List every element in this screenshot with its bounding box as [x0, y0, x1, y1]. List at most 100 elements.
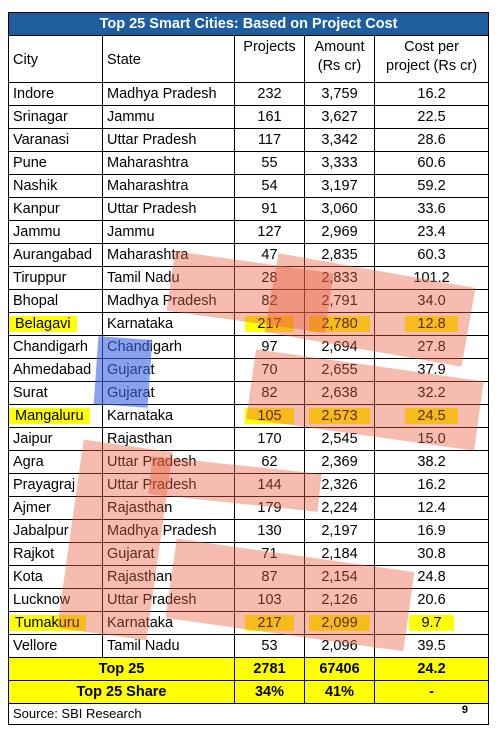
amount-cell: 3,197	[304, 174, 375, 198]
cost-cell: 33.6	[373, 197, 490, 221]
table-row: Agra Uttar Pradesh 62 2,369 38.2	[8, 450, 490, 474]
table-row: Jabalpur Madhya Pradesh 130 2,197 16.9	[8, 519, 490, 543]
table-body: Indore Madhya Pradesh 232 3,759 16.2 Srinagar…	[8, 82, 490, 658]
cost-cell: 27.8	[373, 335, 490, 359]
cost-cell: 38.2	[373, 450, 490, 474]
projects-cell: 82	[234, 289, 305, 313]
city-cell: Agra	[8, 450, 103, 474]
amount-cell: 2,655	[304, 358, 375, 382]
table-row: Ahmedabad Gujarat 70 2,655 37.9	[8, 358, 490, 382]
cost-cell: 34.0	[373, 289, 490, 313]
projects-cell: 91	[234, 197, 305, 221]
table-row: Tiruppur Tamil Nadu 28 2,833 101.2	[8, 266, 490, 290]
state-cell: Tamil Nadu	[102, 266, 235, 290]
amount-cell: 2,326	[304, 473, 375, 497]
state-cell: Karnataka	[102, 404, 235, 428]
amount-cell: 2,184	[304, 542, 375, 566]
city-cell: Tumakuru	[8, 611, 103, 635]
city-cell: Kota	[8, 565, 103, 589]
city-cell: Ahmedabad	[8, 358, 103, 382]
amount-cell: 3,060	[304, 197, 375, 221]
total-row-top25: Top 25 2781 67406 24.2	[8, 657, 490, 681]
total-row-share: Top 25 Share 34% 41% -	[8, 680, 490, 704]
city-cell: Lucknow	[8, 588, 103, 612]
smart-cities-table: Top 25 Smart Cities: Based on Project Co…	[7, 12, 490, 725]
table-row: Varanasi Uttar Pradesh 117 3,342 28.6	[8, 128, 490, 152]
share-cost: -	[373, 680, 490, 704]
state-cell: Karnataka	[102, 312, 235, 336]
table-row: Jaipur Rajasthan 170 2,545 15.0	[8, 427, 490, 451]
projects-cell: 170	[234, 427, 305, 451]
table-row: Srinagar Jammu 161 3,627 22.5	[8, 105, 490, 129]
state-cell: Rajasthan	[102, 565, 235, 589]
amount-cell: 2,791	[304, 289, 375, 313]
amount-cell: 2,835	[304, 243, 375, 267]
amount-cell: 2,694	[304, 335, 375, 359]
cost-cell: 9.7	[373, 611, 490, 635]
projects-cell: 144	[234, 473, 305, 497]
projects-cell: 117	[234, 128, 305, 152]
share-label: Top 25 Share	[8, 680, 235, 704]
city-cell: Bhopal	[8, 289, 103, 313]
share-amount: 41%	[304, 680, 375, 704]
state-cell: Tamil Nadu	[102, 634, 235, 658]
page-number: 9	[461, 704, 468, 716]
cost-cell: 60.3	[373, 243, 490, 267]
city-cell: Surat	[8, 381, 103, 405]
cost-cell: 24.5	[373, 404, 490, 428]
amount-cell: 2,224	[304, 496, 375, 520]
projects-cell: 217	[234, 312, 305, 336]
cost-cell: 32.2	[373, 381, 490, 405]
cost-cell: 59.2	[373, 174, 490, 198]
state-cell: Uttar Pradesh	[102, 588, 235, 612]
table-row: Vellore Tamil Nadu 53 2,096 39.5	[8, 634, 490, 658]
projects-cell: 130	[234, 519, 305, 543]
col-header-cost: Cost per project (Rs cr)	[373, 35, 490, 83]
state-cell: Jammu	[102, 220, 235, 244]
table-row: Kota Rajasthan 87 2,154 24.8	[8, 565, 490, 589]
col-header-state: State	[102, 35, 235, 83]
table-row: Surat Gujarat 82 2,638 32.2	[8, 381, 490, 405]
projects-cell: 161	[234, 105, 305, 129]
cost-cell: 15.0	[373, 427, 490, 451]
projects-cell: 28	[234, 266, 305, 290]
table-row: Indore Madhya Pradesh 232 3,759 16.2	[8, 82, 490, 106]
city-cell: Mangaluru	[8, 404, 103, 428]
table-row: Pune Maharashtra 55 3,333 60.6	[8, 151, 490, 175]
city-cell: Srinagar	[8, 105, 103, 129]
report-page: Top 25 Smart Cities: Based on Project Co…	[7, 12, 490, 725]
amount-cell: 2,969	[304, 220, 375, 244]
state-cell: Gujarat	[102, 358, 235, 382]
cost-cell: 101.2	[373, 266, 490, 290]
city-cell: Ajmer	[8, 496, 103, 520]
city-cell: Vellore	[8, 634, 103, 658]
amount-cell: 2,573	[304, 404, 375, 428]
projects-cell: 55	[234, 151, 305, 175]
amount-cell: 2,197	[304, 519, 375, 543]
table-row: Rajkot Gujarat 71 2,184 30.8	[8, 542, 490, 566]
cost-cell: 30.8	[373, 542, 490, 566]
state-cell: Jammu	[102, 105, 235, 129]
table-row: Belagavi Karnataka 217 2,780 12.8	[8, 312, 490, 336]
state-cell: Maharashtra	[102, 243, 235, 267]
city-cell: Jaipur	[8, 427, 103, 451]
state-cell: Madhya Pradesh	[102, 289, 235, 313]
col-header-projects: Projects	[234, 35, 305, 83]
table-row: Jammu Jammu 127 2,969 23.4	[8, 220, 490, 244]
table-row: Prayagraj Uttar Pradesh 144 2,326 16.2	[8, 473, 490, 497]
state-cell: Madhya Pradesh	[102, 519, 235, 543]
total-projects: 2781	[234, 657, 305, 681]
cost-cell: 12.8	[373, 312, 490, 336]
total-cost: 24.2	[373, 657, 490, 681]
table-title: Top 25 Smart Cities: Based on Project Co…	[7, 12, 490, 36]
state-cell: Uttar Pradesh	[102, 473, 235, 497]
projects-cell: 232	[234, 82, 305, 106]
table-row: Tumakuru Karnataka 217 2,099 9.7	[8, 611, 490, 635]
city-cell: Tiruppur	[8, 266, 103, 290]
amount-cell: 2,369	[304, 450, 375, 474]
state-cell: Rajasthan	[102, 496, 235, 520]
table-row: Kanpur Uttar Pradesh 91 3,060 33.6	[8, 197, 490, 221]
table-row: Ajmer Rajasthan 179 2,224 12.4	[8, 496, 490, 520]
amount-cell: 3,342	[304, 128, 375, 152]
table-row: Nashik Maharashtra 54 3,197 59.2	[8, 174, 490, 198]
